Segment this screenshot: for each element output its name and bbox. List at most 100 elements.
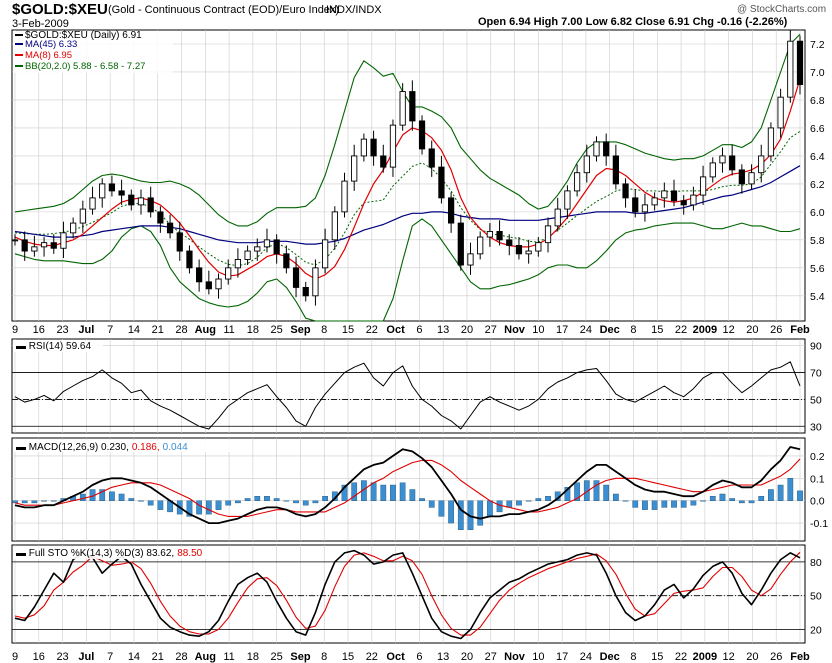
y-tick-label: 6.8	[810, 95, 825, 107]
x-tick-label: 28	[175, 324, 187, 336]
x-tick-label-bottom: 21	[152, 651, 164, 663]
candle-body	[118, 190, 125, 196]
candle-body	[360, 138, 368, 157]
macd-histogram-bar	[215, 500, 222, 510]
macd-histogram-bar	[419, 498, 425, 501]
bb-upper-line	[14, 33, 801, 227]
macd-histogram-bar	[157, 500, 164, 510]
candle-body	[447, 197, 455, 224]
watermark: @ StockCharts.com	[737, 4, 826, 15]
candle-body	[738, 169, 745, 185]
macd-histogram-bar	[99, 489, 106, 501]
y-tick-label: 6.6	[810, 123, 825, 135]
macd-histogram-bar	[21, 500, 28, 504]
x-tick-label-bottom: 24	[580, 651, 592, 663]
x-tick-label: 8	[321, 324, 327, 336]
macd-histogram-bar	[748, 500, 755, 504]
candle-body	[544, 225, 552, 244]
candle-body	[176, 232, 183, 252]
y-tick-label: 20	[810, 624, 822, 636]
price-legend-label: $GOLD:$XEU (Daily) 6.91	[25, 30, 142, 41]
macd-histogram-bar	[312, 500, 319, 504]
candle-body	[486, 231, 493, 238]
macd-histogram-bar	[448, 500, 454, 524]
macd-histogram-bar	[622, 500, 629, 502]
candle-body	[632, 197, 639, 213]
bb-legend-label: BB(20,2.0) 5.88 - 6.58 - 7.27	[25, 61, 145, 72]
candle-body	[331, 211, 338, 241]
bb-lower-line	[14, 218, 801, 322]
macd-histogram-bar	[409, 489, 416, 501]
macd-histogram-bar	[487, 500, 493, 517]
macd-histogram-bar	[632, 500, 639, 508]
macd-histogram-bar	[758, 496, 765, 501]
macd-histogram-bar	[361, 480, 367, 501]
macd-histogram-bar	[593, 480, 600, 501]
candle-body	[583, 155, 590, 174]
candle-body	[709, 162, 716, 178]
x-tick-label-bottom: 2009	[693, 651, 717, 663]
macd-histogram-bar	[709, 496, 716, 501]
x-tick-label-bottom: Jul	[78, 651, 94, 663]
macd-histogram-bar	[264, 496, 270, 501]
x-tick-label-bottom: 14	[128, 651, 140, 663]
candle-body	[796, 40, 804, 86]
candle-body	[312, 267, 319, 297]
price-legend: $GOLD:$XEU (Daily) 6.91 MA(45) 6.33 MA(8…	[13, 30, 173, 73]
x-tick-label: 24	[580, 324, 592, 336]
candle-body	[729, 155, 736, 171]
ma45-line	[14, 165, 801, 245]
candle-body	[89, 197, 96, 210]
candle-body	[477, 236, 484, 255]
macd-histogram-bar	[564, 487, 571, 501]
macd-histogram-bar	[341, 484, 348, 501]
y-tick-label: 80	[810, 557, 822, 569]
macd-histogram-bar	[496, 500, 503, 513]
x-tick-label: 25	[271, 324, 283, 336]
candle-body	[661, 190, 668, 199]
candle-body	[60, 232, 67, 249]
x-tick-label: 9	[12, 324, 18, 336]
candle-body	[302, 286, 309, 297]
candle-body	[680, 200, 687, 206]
macd-signal-line	[14, 458, 801, 517]
macd-histogram-bar	[225, 500, 232, 506]
candle-body	[225, 267, 232, 280]
candle-body	[399, 91, 406, 126]
x-tick-label: Sep	[290, 324, 310, 336]
x-tick-label: Dec	[600, 324, 620, 336]
y-tick-label: 6.2	[810, 179, 825, 191]
y-tick-label: 6.0	[810, 207, 825, 219]
macd-line	[14, 446, 801, 524]
x-tick-label: 17	[556, 324, 568, 336]
macd-histogram-bar	[642, 500, 648, 510]
candle-body	[535, 242, 542, 252]
x-tick-label: 14	[128, 324, 140, 336]
rsi-series	[12, 361, 805, 430]
x-tick-label-bottom: 6	[416, 651, 422, 663]
y-tick-label: 50	[810, 591, 822, 603]
y-tick-label: 0.2	[810, 451, 825, 463]
candle-body	[428, 148, 435, 168]
x-tick-label: Feb	[790, 324, 810, 336]
macd-histogram-bar	[186, 500, 193, 517]
x-tick-label-bottom: Aug	[195, 651, 216, 663]
candle-body	[380, 155, 387, 168]
candle-body	[612, 155, 619, 185]
sto-d-line	[14, 551, 801, 636]
y-tick-label: 70	[810, 368, 822, 380]
macd-histogram-bar	[293, 500, 299, 504]
candle-body	[496, 231, 503, 241]
macd-histogram-bar	[768, 489, 774, 501]
exchange-label: INDX/INDX	[326, 4, 382, 16]
macd-histogram-bar	[244, 498, 251, 501]
macd-histogram-bar	[12, 500, 18, 504]
x-tick-label-bottom: 11	[223, 651, 234, 663]
x-tick-label-bottom: 23	[56, 651, 68, 663]
candle-body	[641, 204, 649, 213]
sto-panel-frame	[11, 544, 806, 644]
macd-histogram-bar	[283, 500, 290, 502]
symbol-description: (Gold - Continuous Contract (EOD)/Euro I…	[108, 4, 339, 16]
price-panel-frame	[11, 29, 806, 322]
sto-series	[12, 549, 805, 640]
